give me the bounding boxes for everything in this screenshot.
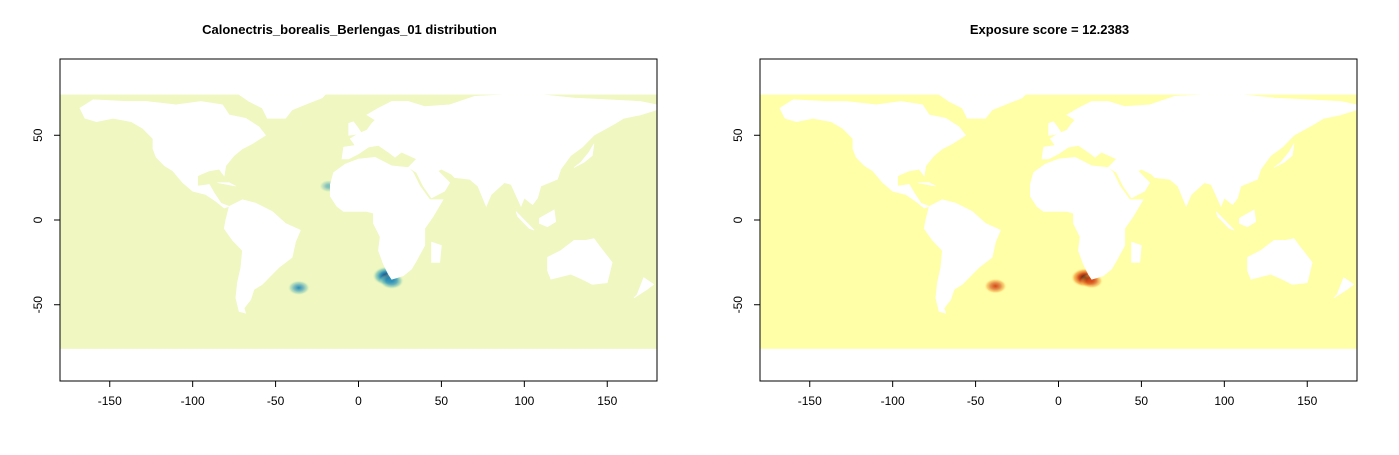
land-mass	[217, 182, 236, 187]
x-tick-label: 0	[1055, 394, 1062, 408]
x-tick-label: -150	[98, 394, 122, 408]
land-mass	[431, 241, 442, 263]
x-tick-label: -100	[181, 394, 205, 408]
land-mass	[238, 94, 327, 119]
land-mass	[1048, 121, 1063, 136]
y-tick-label: -50	[31, 296, 45, 314]
land-mass	[348, 121, 363, 136]
land-mass	[547, 238, 613, 285]
distribution-map: -150 -100 -50 0 50 100 150 50 0 -50	[31, 58, 658, 408]
land-mass	[923, 199, 1001, 314]
x-tick-label: -50	[267, 394, 285, 408]
land-mass	[538, 209, 557, 228]
land-mass	[1029, 156, 1144, 280]
land-mass	[633, 277, 655, 299]
land-mass	[329, 156, 444, 280]
exposure-title: Exposure score = 12.2383	[969, 22, 1130, 37]
land-mass	[1247, 238, 1313, 285]
land-mass	[938, 94, 1027, 119]
land-mass	[1273, 143, 1295, 168]
y-tick-label: -50	[731, 296, 745, 314]
land-mass	[1041, 94, 1357, 208]
x-tick-label: 150	[1297, 394, 1317, 408]
x-tick-label: 150	[597, 394, 617, 408]
land-mass	[1333, 277, 1355, 299]
land-mass	[515, 211, 535, 231]
exposure-map: -150 -100 -50 0 50 100 150 50 0 -50	[731, 58, 1358, 408]
exposure-panel: Exposure score = 12.2383 -150 -100 -50 0 50 1…	[700, 0, 1399, 455]
land-mass	[1238, 209, 1257, 228]
distribution-title: Calonectris_borealis_Berlengas_01 distri…	[202, 22, 497, 37]
land-mass	[341, 94, 657, 208]
x-tick-label: -150	[798, 394, 822, 408]
distribution-panel: Calonectris_borealis_Berlengas_01 distri…	[0, 0, 699, 455]
land-mass	[917, 182, 936, 187]
hotspot	[983, 278, 1008, 294]
land-mass	[1215, 211, 1235, 231]
land-mass	[573, 143, 595, 168]
land-mass	[79, 99, 267, 209]
x-tick-label: 0	[355, 394, 362, 408]
x-tick-label: 50	[1135, 394, 1149, 408]
hotspot	[287, 280, 310, 296]
x-tick-label: -50	[967, 394, 985, 408]
x-tick-label: 50	[435, 394, 449, 408]
land-mass	[779, 99, 967, 209]
y-tick-label: 0	[731, 216, 745, 223]
y-tick-label: 0	[31, 216, 45, 223]
y-tick-label: 50	[731, 128, 745, 142]
land-mass	[1131, 241, 1142, 263]
x-tick-label: 100	[1214, 394, 1234, 408]
x-tick-label: -100	[881, 394, 905, 408]
land-mass	[223, 199, 301, 314]
y-tick-label: 50	[31, 128, 45, 142]
x-tick-label: 100	[514, 394, 534, 408]
